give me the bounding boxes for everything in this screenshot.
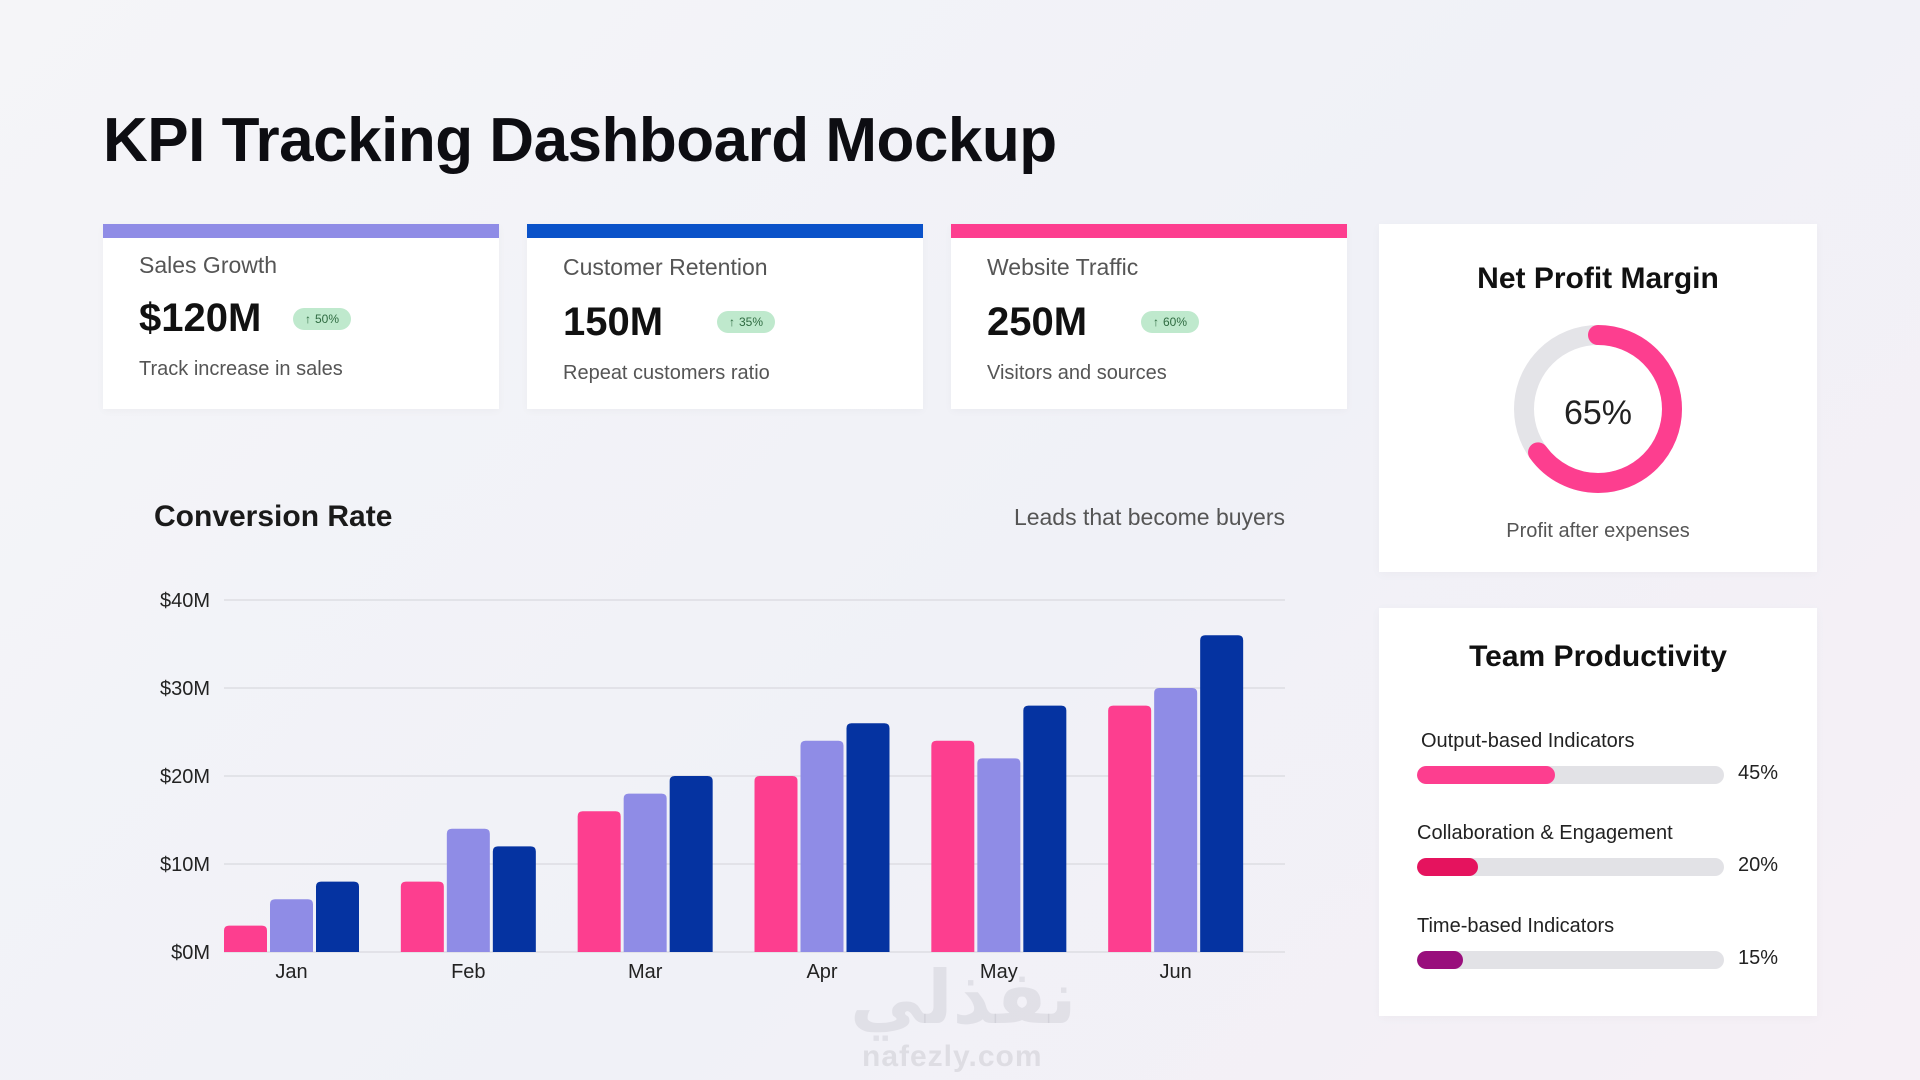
y-tick-label: $30M <box>160 678 210 700</box>
kpi-description: Visitors and sources <box>987 362 1167 384</box>
productivity-item: Output-based Indicators 45% <box>1417 730 1801 800</box>
kpi-value: 250M <box>987 300 1088 344</box>
y-tick-label: $10M <box>160 854 210 876</box>
bar-may-series-3 <box>1023 705 1067 952</box>
card-title: Net Profit Margin <box>1477 262 1719 295</box>
progress-fill <box>1417 858 1479 876</box>
y-tick-label: $0M <box>171 942 210 964</box>
x-tick-label: Apr <box>806 961 837 983</box>
kpi-change-value: 60% <box>1163 315 1188 329</box>
kpi-description: Repeat customers ratio <box>563 362 770 384</box>
kpi-label: Customer Retention <box>563 254 768 280</box>
bar-jun-series-2 <box>1154 688 1198 952</box>
bar-mar-series-2 <box>623 793 667 952</box>
arrow-up-icon: ↑ <box>305 312 311 326</box>
kpi-value: 150M <box>563 300 664 344</box>
bar-mar-series-1 <box>577 811 621 952</box>
y-tick-label: $20M <box>160 766 210 788</box>
bar-may-series-1 <box>931 740 975 952</box>
conversion-rate-chart: $0M $10M $20M $30M $40M Jan Feb Mar Apr May Jun <box>160 590 1285 983</box>
bar-jun-series-3 <box>1200 635 1244 952</box>
bar-feb-series-3 <box>492 846 536 952</box>
donut-value: 65% <box>1563 394 1633 432</box>
kpi-label: Website Traffic <box>987 254 1139 280</box>
x-tick-label: May <box>980 961 1018 983</box>
progress-percent: 45% <box>1738 762 1779 784</box>
bar-feb-series-2 <box>446 828 490 952</box>
kpi-change-value: 35% <box>739 315 764 329</box>
productivity-label: Time-based Indicators <box>1417 915 1615 937</box>
bar-apr-series-2 <box>800 740 844 952</box>
progress-percent: 20% <box>1738 854 1779 876</box>
kpi-change-badge: ↑ 35% <box>717 311 776 333</box>
x-tick-label: Jan <box>275 961 307 983</box>
progress-track <box>1417 766 1724 784</box>
progress-fill <box>1417 766 1556 784</box>
chart-title: Conversion Rate <box>154 500 393 533</box>
arrow-up-icon: ↑ <box>729 315 735 329</box>
bar-jan-series-3 <box>316 881 359 952</box>
kpi-label: Sales Growth <box>139 252 278 278</box>
kpi-accent-bar <box>951 224 1347 238</box>
kpi-card-website-traffic[interactable]: Website Traffic 250M ↑ 60% Visitors and … <box>951 224 1347 409</box>
profit-donut-chart <box>1514 325 1682 493</box>
chart-subtitle: Leads that become buyers <box>1013 504 1285 530</box>
kpi-card-customer-retention[interactable]: Customer Retention 150M ↑ 35% Repeat cus… <box>527 224 923 409</box>
y-tick-label: $40M <box>160 590 210 612</box>
bar-apr-series-1 <box>754 776 798 952</box>
page-title: KPI Tracking Dashboard Mockup <box>103 106 1057 175</box>
productivity-item: Time-based Indicators 15% <box>1417 915 1797 985</box>
bar-mar-series-3 <box>669 776 713 952</box>
productivity-label: Collaboration & Engagement <box>1417 822 1673 844</box>
watermark-logo: نفذلي <box>850 955 1077 1041</box>
kpi-change-badge: ↑ 60% <box>1141 311 1200 333</box>
kpi-accent-bar <box>527 224 923 238</box>
card-subtitle: Profit after expenses <box>1506 520 1690 542</box>
donut-value-arc <box>1514 325 1682 493</box>
kpi-card-sales-growth[interactable]: Sales Growth $120M ↑ 50% Track increase … <box>103 224 499 409</box>
team-productivity-card[interactable]: Team Productivity Output-based Indicator… <box>1379 608 1817 1016</box>
bar-jan-series-1 <box>224 925 267 952</box>
progress-fill <box>1417 951 1464 969</box>
x-tick-label: Mar <box>628 961 663 983</box>
kpi-value: $120M <box>139 296 262 340</box>
productivity-label: Output-based Indicators <box>1421 730 1635 752</box>
productivity-item: Collaboration & Engagement 20% <box>1417 822 1797 892</box>
progress-track <box>1417 951 1724 969</box>
card-title: Team Productivity <box>1469 640 1727 673</box>
progress-track <box>1417 858 1724 876</box>
kpi-change-badge: ↑ 50% <box>293 308 352 330</box>
bar-jan-series-2 <box>270 899 313 952</box>
kpi-description: Track increase in sales <box>139 358 343 380</box>
bar-feb-series-1 <box>400 881 444 952</box>
bar-apr-series-3 <box>846 723 890 952</box>
x-tick-label: Feb <box>451 961 485 983</box>
net-profit-margin-card[interactable]: Net Profit Margin 65% Profit after expen… <box>1379 224 1817 572</box>
bar-jun-series-1 <box>1108 705 1152 952</box>
bar-may-series-2 <box>977 758 1021 952</box>
x-tick-label: Jun <box>1160 961 1192 983</box>
kpi-change-value: 50% <box>315 312 340 326</box>
progress-percent: 15% <box>1738 947 1779 969</box>
kpi-accent-bar <box>103 224 499 238</box>
watermark-url: nafezly.com <box>862 1040 1043 1073</box>
arrow-up-icon: ↑ <box>1153 315 1159 329</box>
